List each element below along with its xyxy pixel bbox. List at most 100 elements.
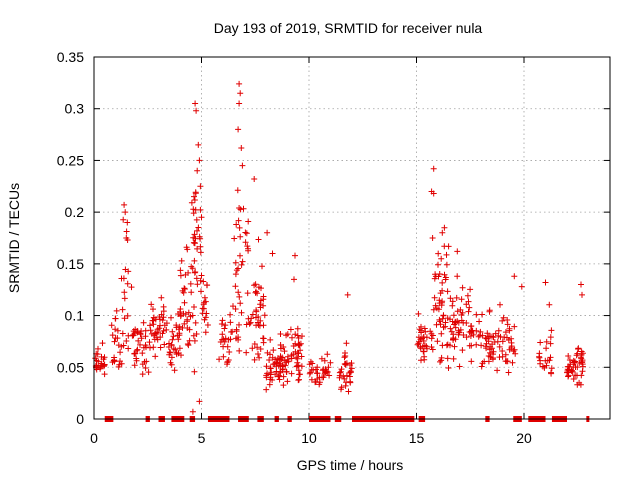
data-point (321, 370, 328, 377)
data-point (167, 349, 174, 356)
data-point (574, 381, 581, 388)
data-point (344, 291, 351, 298)
data-point (454, 308, 461, 315)
data-point (119, 330, 126, 337)
data-point (245, 218, 252, 225)
data-point (464, 292, 471, 299)
data-point (280, 382, 287, 389)
y-tick-label: 0 (76, 411, 84, 427)
x-tick-label: 15 (409, 430, 425, 446)
data-point (133, 357, 140, 364)
data-point (314, 364, 321, 371)
data-point (235, 289, 242, 296)
data-point (243, 230, 250, 237)
data-point (319, 374, 326, 381)
data-point (153, 334, 160, 341)
data-point (306, 370, 313, 377)
data-point (436, 271, 443, 277)
data-point (197, 206, 204, 213)
data-point (281, 357, 288, 364)
data-point (547, 354, 554, 361)
data-point (288, 355, 295, 362)
data-point (140, 344, 147, 351)
data-point (543, 338, 550, 345)
data-point (251, 356, 258, 363)
data-point (455, 329, 462, 336)
data-point (544, 357, 551, 364)
x-tick-label: 20 (516, 430, 532, 446)
data-point (430, 306, 437, 313)
data-point (502, 351, 509, 358)
data-point (468, 330, 475, 337)
data-point (536, 354, 543, 361)
data-point (184, 316, 191, 323)
data-point (270, 347, 277, 354)
data-point (163, 326, 170, 333)
data-point (178, 257, 185, 264)
data-point (338, 384, 345, 391)
data-point (255, 314, 262, 320)
data-point (118, 275, 125, 282)
data-point (168, 361, 175, 368)
data-point (316, 381, 323, 388)
data-point (139, 371, 146, 378)
data-point (443, 251, 450, 258)
data-point (264, 229, 271, 236)
data-point (441, 271, 448, 278)
data-points (92, 80, 590, 422)
data-point (260, 335, 266, 342)
data-point (238, 309, 245, 316)
data-point (193, 331, 200, 337)
data-point (200, 278, 207, 285)
data-point (284, 356, 291, 363)
x-tick-labels: 0 5 10 15 20 (90, 430, 532, 446)
data-point (152, 353, 159, 360)
data-point (273, 368, 280, 375)
data-point (416, 338, 423, 345)
data-point (449, 298, 456, 305)
data-point (253, 307, 260, 314)
data-point (196, 157, 203, 164)
data-point (260, 296, 267, 303)
x-tick-label: 0 (90, 430, 98, 446)
data-point (236, 321, 242, 328)
data-point (238, 145, 245, 151)
y-tick-label: 0.05 (57, 359, 84, 375)
data-point (194, 227, 200, 234)
data-point (125, 345, 132, 352)
data-point (321, 357, 328, 364)
data-point (435, 261, 441, 268)
data-point (572, 364, 579, 370)
data-point (294, 325, 301, 332)
data-point (124, 219, 131, 226)
data-point (272, 371, 279, 378)
data-point (178, 352, 184, 359)
data-point (459, 284, 466, 291)
data-point (274, 360, 281, 367)
data-point (198, 214, 205, 221)
data-point (439, 315, 446, 322)
data-point (217, 339, 224, 345)
data-point (169, 328, 176, 335)
data-point (292, 252, 298, 259)
data-point (237, 233, 244, 240)
data-point (468, 358, 475, 365)
data-point (121, 201, 128, 208)
data-point (197, 277, 204, 284)
data-point (251, 176, 258, 182)
data-point (237, 252, 243, 259)
data-point (245, 245, 251, 252)
data-point (254, 319, 261, 326)
data-point (570, 376, 577, 382)
data-point (191, 231, 198, 238)
data-point (276, 372, 283, 379)
data-point (246, 320, 253, 327)
data-point (459, 347, 466, 354)
data-point (131, 362, 138, 369)
data-point (192, 269, 199, 275)
data-point (147, 322, 153, 329)
data-point (188, 289, 195, 296)
data-point (503, 358, 510, 365)
data-point (184, 246, 191, 253)
data-point (455, 319, 462, 326)
